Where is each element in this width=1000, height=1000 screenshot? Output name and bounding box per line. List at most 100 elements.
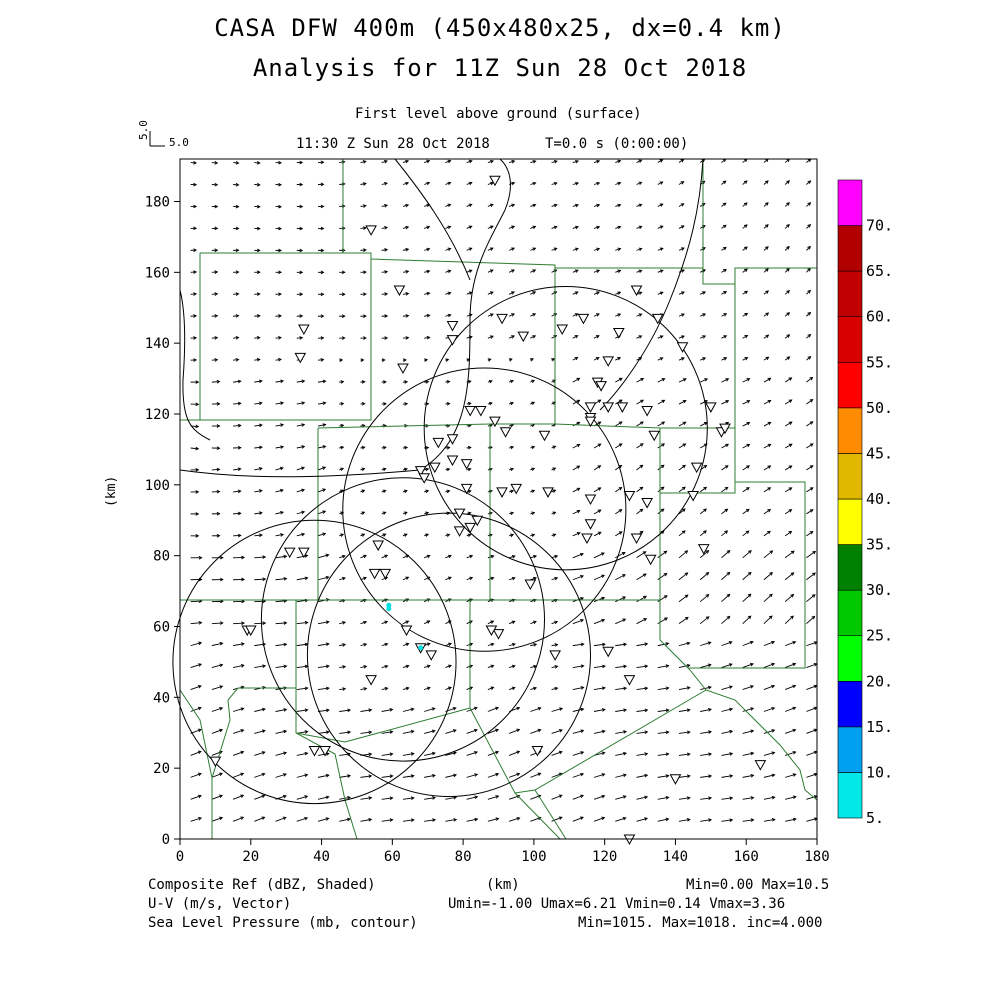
y-tick-label: 0 [162, 832, 170, 848]
x-tick-label: 140 [663, 849, 688, 865]
reflectivity-dot [418, 645, 424, 651]
colorbar-swatch [837, 635, 863, 682]
station-marker [460, 459, 473, 470]
station-marker [379, 568, 392, 580]
station-marker [690, 462, 703, 474]
colorbar-label: 45. [866, 444, 893, 462]
station-marker [298, 547, 310, 559]
colorbar-label: 15. [866, 718, 893, 736]
colorbar-label: 10. [866, 763, 893, 781]
y-tick-label: 120 [145, 407, 170, 423]
station-marker [556, 324, 569, 336]
station-marker [542, 487, 554, 498]
valid-time: 11:30 Z Sun 28 Oct 2018 [296, 136, 490, 152]
station-marker [517, 331, 530, 343]
station-marker [704, 402, 717, 413]
station-marker [446, 335, 459, 346]
station-marker [446, 434, 459, 445]
y-tick-label: 140 [145, 336, 170, 352]
station-marker [319, 745, 331, 757]
station-marker [453, 526, 466, 537]
station-marker [623, 675, 636, 686]
station-marker [612, 328, 625, 339]
colorbar-swatch [837, 407, 863, 454]
county-boundaries [179, 159, 818, 840]
station-marker [294, 352, 307, 364]
station-marker [595, 381, 607, 392]
station-marker [584, 519, 597, 530]
station-marker [719, 423, 731, 435]
station-marker [676, 342, 689, 353]
reflectivity-dot [386, 606, 392, 612]
station-marker [489, 175, 501, 187]
station-marker [641, 405, 653, 417]
y-tick-label: 100 [145, 478, 170, 494]
level-label: First level above ground (surface) [355, 106, 642, 122]
station-marker [697, 544, 710, 555]
colorbar-swatch [837, 680, 863, 728]
station-marker [754, 760, 767, 771]
range-ring [306, 512, 592, 797]
station-marker [602, 646, 615, 658]
footer-field-2: U-V (m/s, Vector) [148, 896, 292, 912]
y-tick-label: 40 [153, 690, 170, 706]
colorbar-swatch [837, 453, 863, 500]
range-ring [260, 477, 546, 762]
colorbar-swatch [837, 270, 863, 318]
y-tick-label: 20 [153, 761, 170, 777]
vector-key: 5.0 5.0 [137, 120, 189, 149]
station-marker [460, 483, 473, 495]
station-marker [365, 675, 377, 686]
colorbar: 5. 10. 15. 20. 25. 30. 35. 40. 45. 50. 55. 60. 65. 70… [837, 179, 893, 827]
colorbar-swatch [837, 726, 863, 773]
colorbar-label: 60. [866, 308, 893, 326]
colorbar-swatch [837, 544, 863, 591]
range-ring [423, 286, 708, 571]
colorbar-label: 55. [866, 353, 893, 371]
colorbar-swatch [837, 225, 863, 272]
y-tick-label: 60 [153, 620, 170, 636]
station-marker [244, 625, 257, 637]
station-marker [577, 313, 590, 325]
station-marker [644, 554, 657, 566]
station-marker [283, 547, 296, 559]
y-tick-label: 160 [145, 265, 170, 281]
station-marker [428, 462, 441, 474]
station-marker [584, 402, 597, 413]
x-tick-label: 120 [592, 849, 617, 865]
colorbar-label: 5. [866, 809, 884, 827]
footer-field-1: Composite Ref (dBZ, Shaded) [148, 877, 376, 893]
station-marker [602, 402, 615, 413]
station-marker [549, 650, 561, 661]
x-tick-label: 80 [455, 849, 472, 865]
station-marker [446, 320, 459, 332]
colorbar-swatch [837, 179, 863, 226]
colorbar-label: 50. [866, 399, 893, 417]
x-tick-label: 40 [313, 849, 330, 865]
station-marker [616, 402, 629, 413]
footer-field-3: Sea Level Pressure (mb, contour) [148, 915, 418, 931]
range-ring [342, 367, 627, 652]
station-marker [623, 490, 636, 502]
station-marker [209, 756, 222, 768]
station-marker [308, 745, 321, 757]
x-axis: 0 20 40 60 80 100 120 140 160 180 [176, 839, 830, 865]
station-marker [425, 650, 438, 661]
colorbar-swatch [837, 361, 863, 409]
y-axis-unit: (km) [104, 476, 119, 507]
title-line-2: Analysis for 11Z Sun 28 Oct 2018 [252, 54, 748, 82]
colorbar-label: 65. [866, 262, 893, 280]
station-marker [584, 416, 597, 428]
range-ring [172, 519, 457, 805]
station-marker [499, 427, 512, 438]
vector-key-horizontal-label: 5.0 [169, 136, 189, 149]
y-tick-label: 180 [145, 195, 170, 211]
station-marker [524, 579, 537, 591]
station-marker [581, 533, 593, 544]
station-marker [510, 483, 523, 495]
station-marker [418, 473, 431, 484]
x-tick-label: 160 [734, 849, 759, 865]
colorbar-label: 35. [866, 536, 893, 554]
footer-field-1-stats: Min=0.00 Max=10.5 [686, 877, 830, 893]
